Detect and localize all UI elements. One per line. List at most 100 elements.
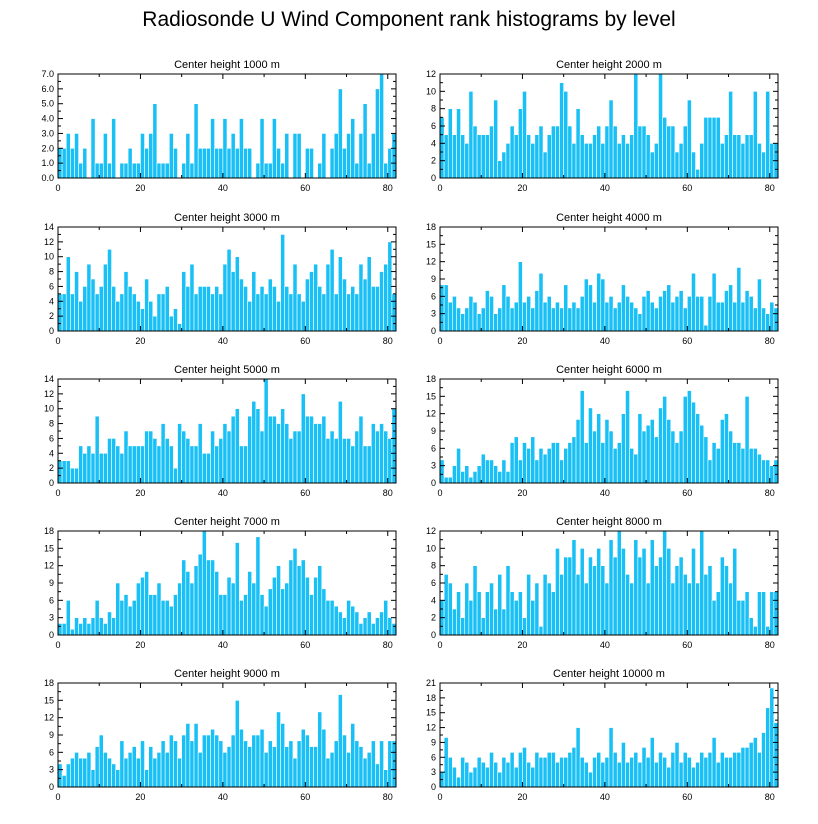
histogram-bar: [579, 548, 585, 636]
histogram-bar: [329, 147, 335, 179]
histogram-bar: [288, 438, 294, 484]
histogram-bar: [736, 442, 742, 484]
histogram-bar: [711, 272, 717, 332]
histogram-bar: [156, 752, 162, 788]
histogram-bar: [513, 301, 519, 332]
histogram-bar: [761, 591, 766, 636]
y-tick-label: 0: [431, 782, 436, 792]
x-tick-label: 20: [135, 640, 145, 650]
histogram-bar: [447, 108, 453, 179]
histogram-bar: [633, 752, 639, 788]
histogram-bar: [337, 694, 343, 788]
histogram-bar: [687, 296, 692, 332]
histogram-bar: [493, 99, 499, 179]
histogram-bar: [119, 162, 125, 179]
histogram-bar: [773, 722, 779, 788]
histogram-bar: [526, 448, 531, 484]
histogram-bar: [292, 430, 298, 484]
histogram-bar: [98, 452, 104, 484]
histogram-bar: [691, 272, 696, 332]
histogram-bar: [744, 591, 750, 636]
panel-title: Center height 4000 m: [556, 212, 662, 224]
histogram-bar: [280, 588, 286, 636]
histogram-bar: [707, 117, 713, 179]
histogram-bar: [637, 556, 643, 636]
histogram-bar: [123, 162, 129, 179]
histogram-bar: [654, 143, 659, 179]
histogram-bar: [596, 125, 602, 179]
x-tick-label: 80: [765, 640, 775, 650]
histogram-bar: [276, 147, 281, 179]
histogram-bar: [546, 582, 552, 636]
histogram-bar: [559, 82, 564, 179]
y-tick-label: 15: [44, 543, 54, 553]
histogram-bar: [682, 307, 688, 332]
histogram-bar: [678, 556, 684, 636]
histogram-bar: [65, 460, 71, 484]
histogram-bar: [575, 574, 581, 636]
histogram-bar: [284, 746, 290, 788]
histogram-bar: [329, 752, 335, 788]
histogram-bar: [86, 263, 92, 332]
histogram-bar: [181, 162, 187, 179]
histogram-bar: [513, 600, 519, 636]
histogram-bar: [666, 125, 672, 179]
histogram-bar: [649, 539, 655, 636]
histogram-bar: [707, 296, 713, 332]
histogram-bar: [728, 284, 733, 332]
histogram-bar: [555, 125, 560, 179]
y-tick-label: 6.0: [41, 84, 54, 94]
histogram-bar: [744, 747, 750, 788]
histogram-bar: [773, 307, 779, 332]
histogram-bar: [724, 565, 729, 636]
histogram-bar: [346, 600, 351, 636]
histogram-bar: [185, 723, 191, 788]
histogram-bar: [583, 582, 589, 636]
histogram-bar: [464, 761, 470, 788]
histogram-bar: [633, 73, 639, 179]
y-tick-label: 3: [431, 309, 436, 319]
histogram-bar: [588, 771, 593, 788]
histogram-bar: [226, 746, 232, 788]
histogram-bar: [489, 125, 494, 179]
histogram-bar: [375, 286, 380, 332]
histogram-bar: [645, 424, 651, 484]
y-tick-label: 3: [49, 613, 54, 623]
histogram-bar: [612, 307, 618, 332]
histogram-bar: [456, 448, 461, 484]
histogram-bar: [575, 419, 581, 484]
histogram-bar: [156, 293, 162, 332]
x-tick-label: 80: [765, 792, 775, 802]
histogram-bar: [333, 133, 339, 179]
histogram-bar: [267, 278, 273, 332]
histogram-bar: [616, 761, 622, 788]
histogram-bar: [383, 263, 389, 332]
histogram-bar: [542, 151, 548, 179]
histogram-bar: [276, 565, 281, 636]
y-tick-label: 2.0: [41, 143, 54, 153]
histogram-bar: [152, 103, 158, 179]
histogram-bar: [366, 256, 372, 332]
x-tick-label: 40: [600, 640, 610, 650]
histogram-bar: [107, 438, 112, 484]
histogram-bar: [571, 436, 577, 484]
histogram-bar: [263, 293, 269, 332]
histogram-bar: [222, 594, 228, 636]
histogram-bar: [350, 445, 356, 484]
histogram-bar: [719, 556, 725, 636]
histogram-bar: [255, 162, 261, 179]
histogram-bar: [305, 576, 310, 636]
histogram-bar: [518, 108, 523, 179]
histogram-bar: [131, 162, 137, 179]
histogram-bar: [662, 117, 668, 179]
histogram-bar: [497, 771, 503, 788]
histogram-bar: [761, 732, 766, 788]
histogram-bar: [94, 600, 100, 636]
histogram-bar: [612, 752, 618, 788]
histogram-bar: [621, 284, 626, 332]
histogram-bar: [305, 278, 310, 332]
histogram-bar: [658, 752, 663, 788]
histogram-bar: [518, 752, 523, 788]
histogram-bar: [468, 296, 474, 332]
